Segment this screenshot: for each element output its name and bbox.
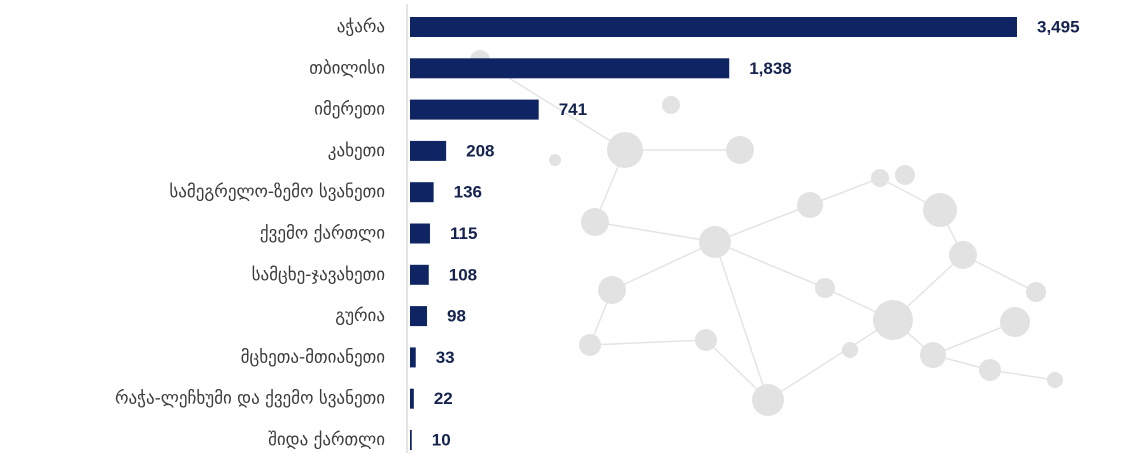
value-label: 741	[559, 100, 587, 119]
value-label: 1,838	[749, 59, 792, 78]
category-label: შიდა ქართლი	[268, 430, 385, 450]
category-label: აჭარა	[337, 17, 385, 37]
category-label: სამეგრელო-ზემო სვანეთი	[169, 182, 385, 202]
value-label: 108	[449, 265, 477, 284]
bar	[410, 58, 730, 79]
value-label: 115	[450, 224, 477, 243]
value-label: 98	[447, 307, 466, 326]
category-label: რაჭა-ლეჩხუმი და ქვემო სვანეთი	[115, 389, 385, 409]
category-label: მცხეთა-მთიანეთი	[241, 347, 385, 367]
value-label: 3,495	[1037, 17, 1080, 36]
bar	[410, 17, 1017, 37]
bar	[410, 140, 447, 161]
category-label: გურია	[335, 306, 385, 326]
bar	[410, 306, 428, 327]
bar	[410, 347, 416, 368]
bar	[410, 430, 412, 450]
value-label: 136	[454, 183, 482, 202]
bar	[410, 264, 429, 285]
bar	[410, 388, 414, 409]
value-label: 22	[434, 389, 453, 408]
value-label: 208	[466, 141, 494, 160]
category-label: თბილისი	[309, 58, 385, 78]
value-label: 10	[432, 430, 451, 449]
background-network	[470, 50, 1063, 416]
bar	[410, 223, 430, 244]
value-label: 33	[436, 348, 455, 367]
category-label: კახეთი	[328, 141, 385, 161]
category-label: სამცხე-ჯავახეთი	[252, 265, 385, 285]
bar	[410, 182, 434, 203]
bar	[410, 99, 539, 120]
category-label: ქვემო ქართლი	[260, 224, 385, 244]
category-label: იმერეთი	[314, 100, 385, 120]
